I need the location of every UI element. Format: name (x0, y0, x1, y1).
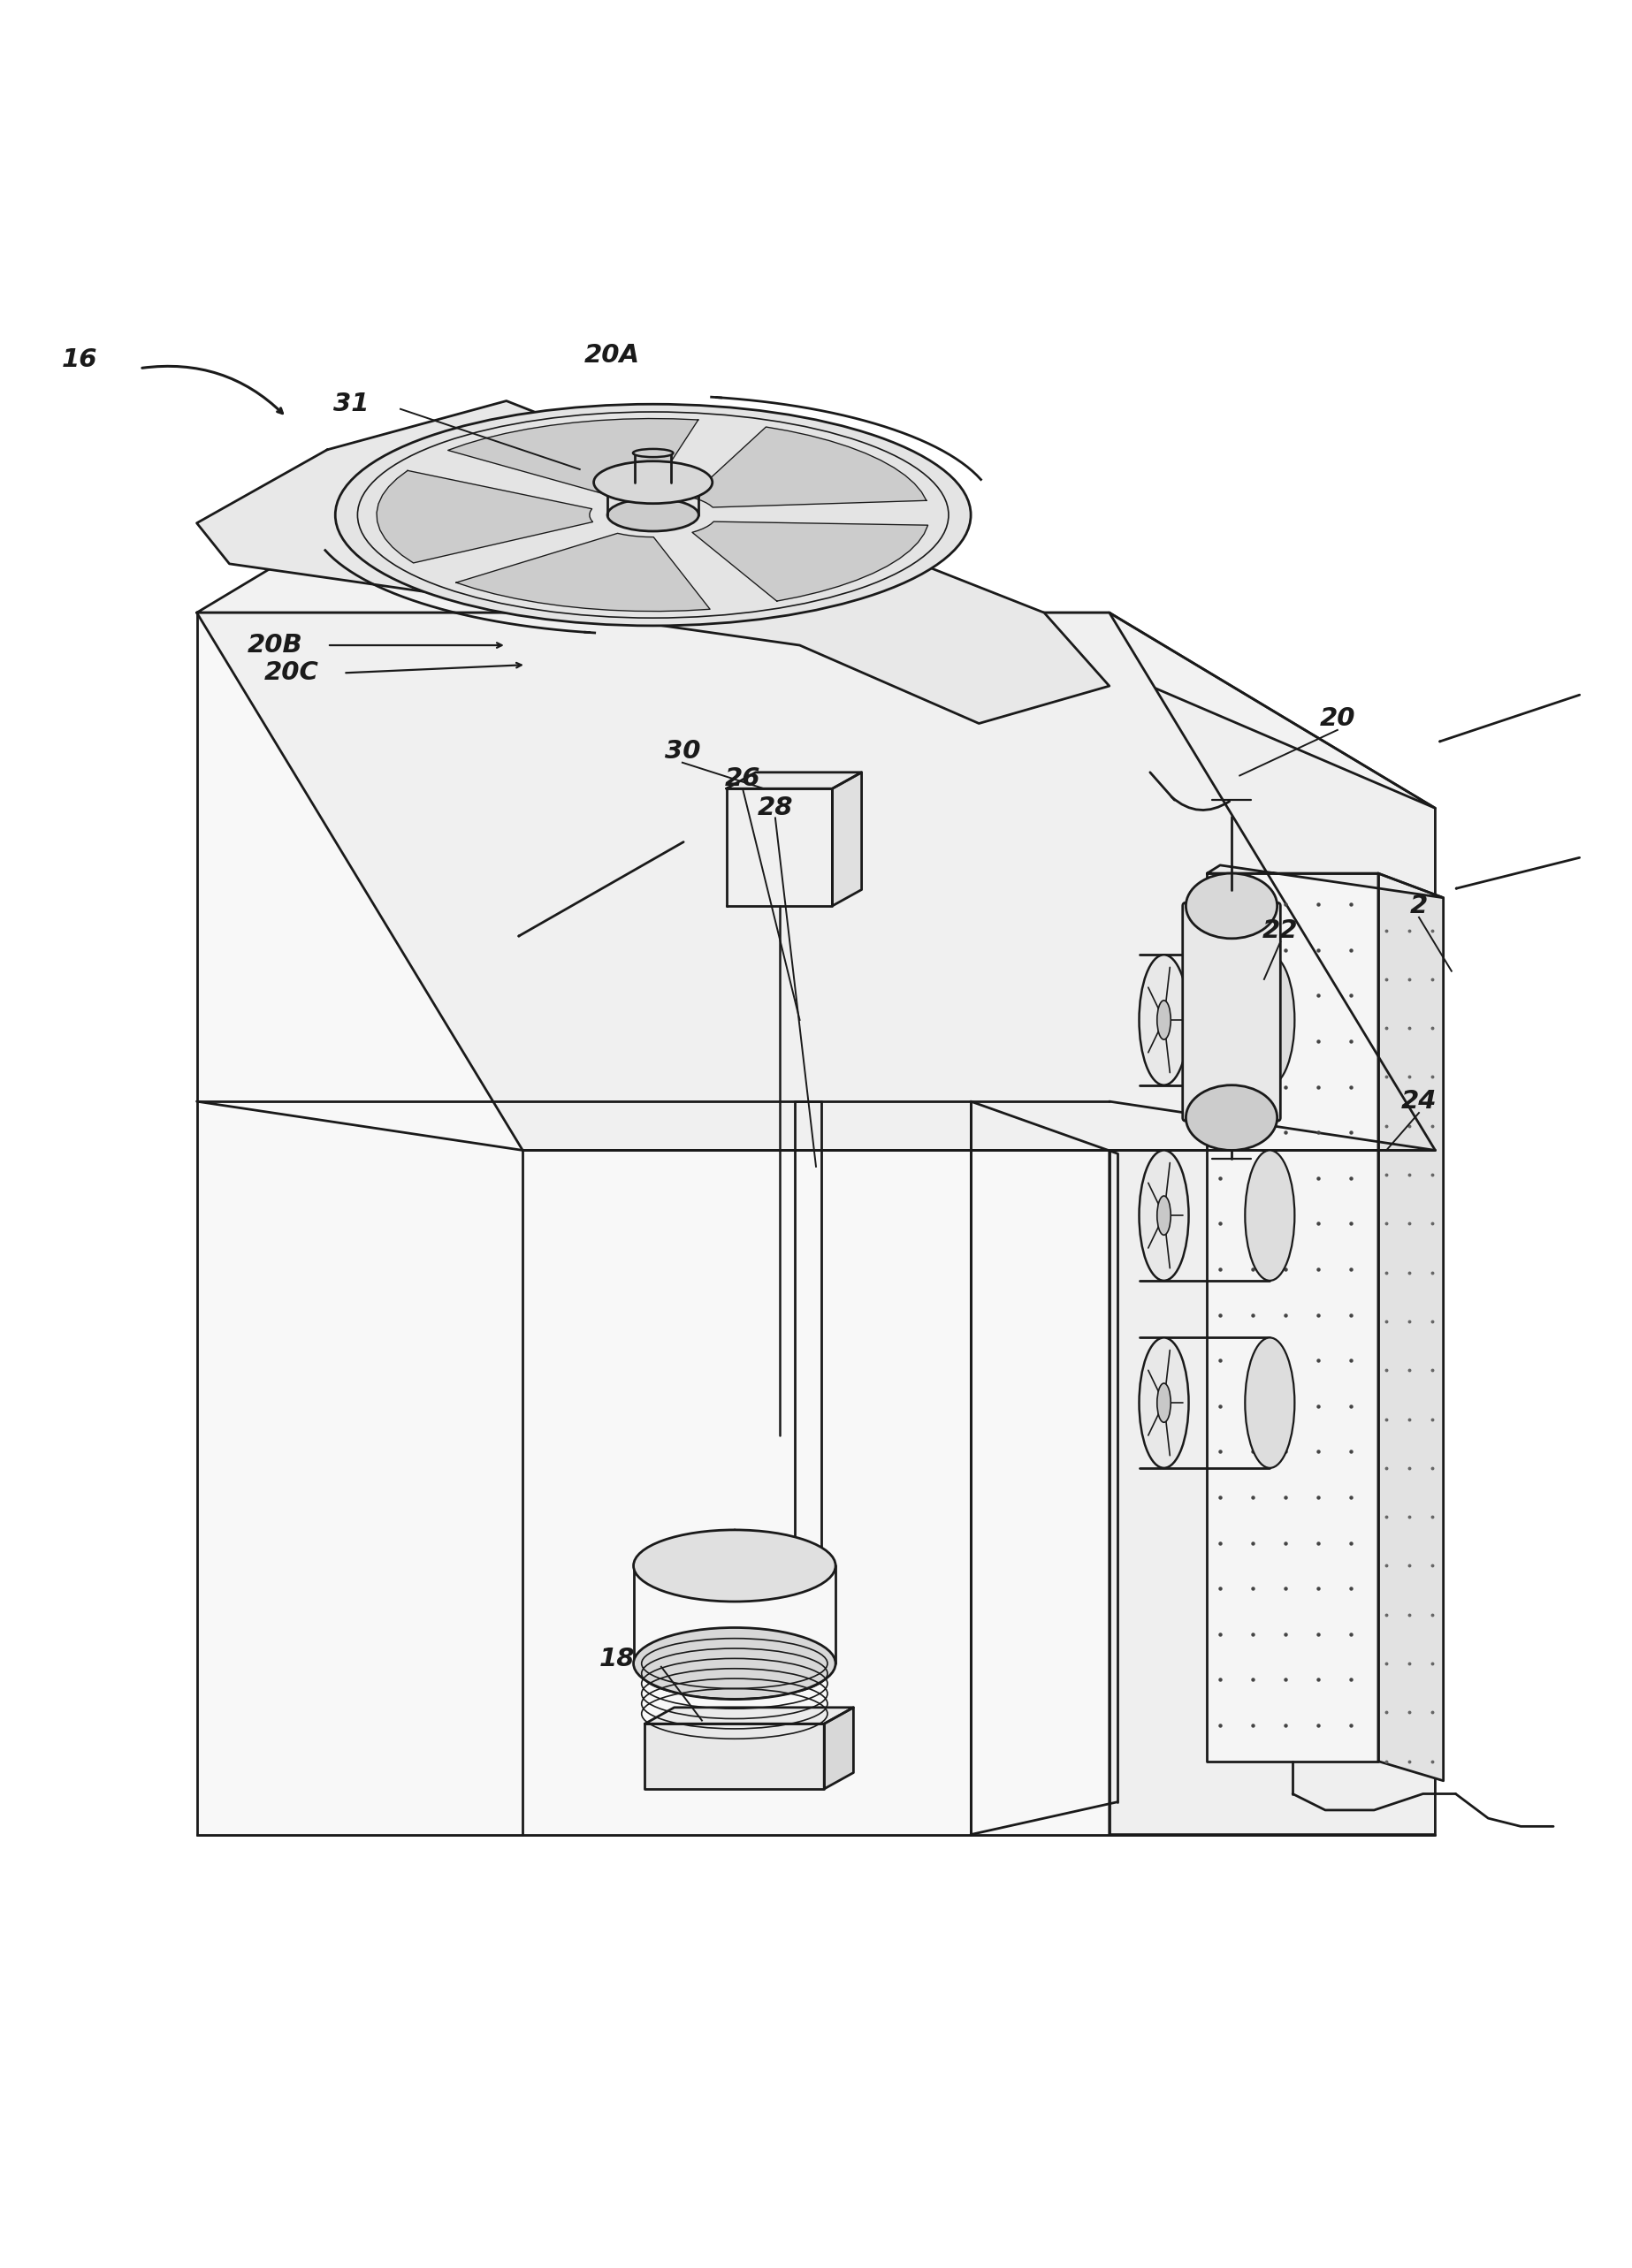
Polygon shape (645, 1724, 824, 1789)
Ellipse shape (1157, 1195, 1170, 1236)
Polygon shape (377, 469, 592, 562)
Text: 26: 26 (725, 767, 761, 792)
Ellipse shape (335, 404, 971, 626)
Text: 24: 24 (1400, 1089, 1436, 1114)
Polygon shape (197, 612, 1110, 1835)
Ellipse shape (1186, 873, 1278, 939)
Ellipse shape (594, 460, 712, 503)
Polygon shape (690, 426, 927, 508)
Polygon shape (447, 420, 698, 497)
Ellipse shape (1245, 955, 1294, 1084)
Ellipse shape (633, 1531, 836, 1601)
Polygon shape (197, 401, 1110, 723)
Text: 31: 31 (333, 392, 369, 417)
Text: 30: 30 (664, 739, 700, 764)
Polygon shape (692, 522, 929, 601)
Polygon shape (197, 612, 1435, 1150)
Text: 2: 2 (1410, 894, 1428, 919)
Polygon shape (726, 773, 862, 789)
Text: 22: 22 (1263, 919, 1299, 943)
Polygon shape (1110, 612, 1435, 1835)
Polygon shape (197, 417, 1435, 807)
Polygon shape (1208, 873, 1377, 1762)
Ellipse shape (633, 449, 672, 458)
Text: 20A: 20A (584, 342, 640, 367)
Polygon shape (832, 773, 862, 905)
Ellipse shape (633, 1628, 836, 1699)
Text: 20B: 20B (248, 633, 302, 658)
Text: 20: 20 (1320, 705, 1355, 730)
Ellipse shape (1245, 1338, 1294, 1467)
Polygon shape (457, 533, 710, 612)
Text: 28: 28 (757, 796, 793, 821)
Ellipse shape (1139, 1150, 1188, 1281)
Ellipse shape (1157, 1383, 1170, 1422)
Text: 20C: 20C (264, 660, 318, 685)
Text: 16: 16 (62, 347, 98, 372)
Text: 18: 18 (599, 1647, 635, 1672)
FancyBboxPatch shape (1183, 903, 1281, 1120)
Polygon shape (824, 1708, 854, 1789)
Polygon shape (1208, 864, 1443, 898)
Ellipse shape (1157, 1000, 1170, 1039)
Ellipse shape (1186, 1084, 1278, 1150)
Ellipse shape (1139, 955, 1188, 1084)
Ellipse shape (607, 499, 698, 531)
Ellipse shape (1245, 1150, 1294, 1281)
Polygon shape (645, 1708, 854, 1724)
Ellipse shape (1139, 1338, 1188, 1467)
Polygon shape (726, 789, 832, 905)
Polygon shape (1377, 873, 1443, 1780)
